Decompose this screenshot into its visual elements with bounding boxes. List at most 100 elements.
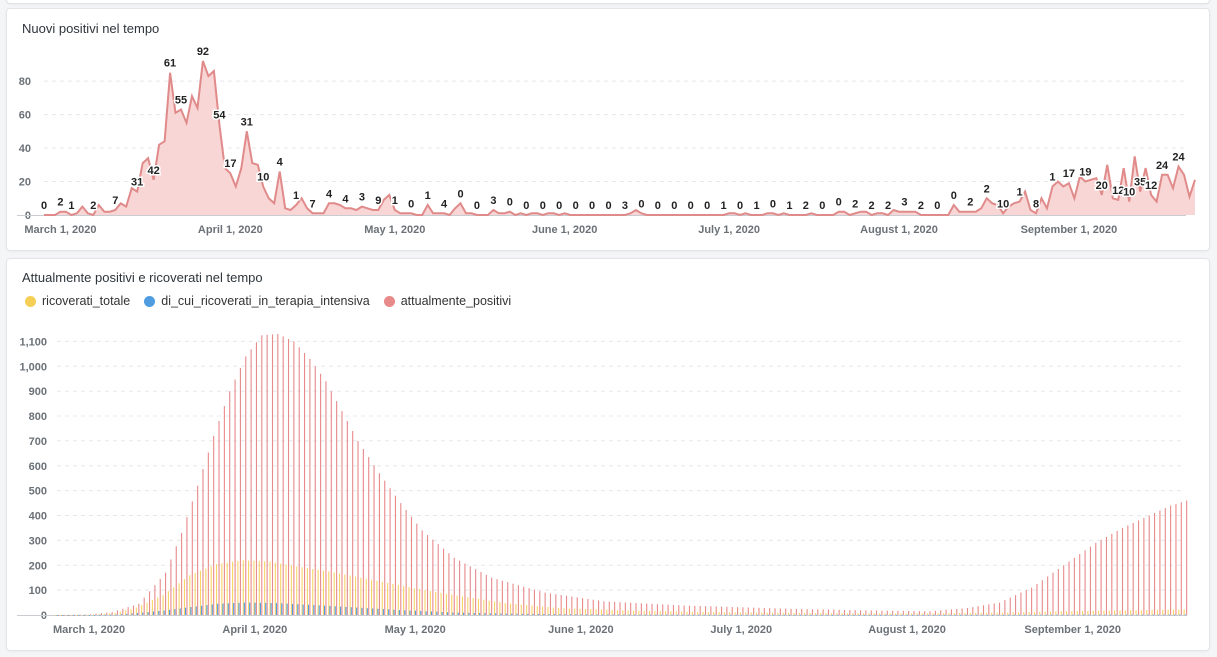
bar bbox=[638, 610, 640, 615]
bar bbox=[651, 603, 653, 615]
bar bbox=[297, 604, 299, 615]
bar bbox=[1098, 610, 1100, 615]
bar bbox=[865, 610, 867, 615]
bar bbox=[742, 607, 744, 615]
bar bbox=[468, 612, 470, 615]
data-label: 0 bbox=[638, 198, 644, 210]
bar bbox=[1170, 505, 1172, 615]
bar bbox=[1047, 576, 1049, 615]
data-label: 31 bbox=[131, 177, 143, 189]
bar bbox=[976, 614, 978, 616]
bar bbox=[1164, 508, 1166, 615]
bar bbox=[462, 612, 465, 615]
bar bbox=[120, 614, 122, 615]
bar bbox=[874, 614, 876, 616]
bar bbox=[646, 603, 648, 615]
legend-item-terapia-intensiva[interactable]: di_cui_ricoverati_in_terapia_intensiva bbox=[144, 294, 370, 308]
bar bbox=[1083, 614, 1085, 616]
bar bbox=[688, 605, 691, 615]
bar bbox=[558, 608, 560, 615]
bar bbox=[60, 614, 63, 616]
bar bbox=[527, 613, 529, 615]
bar bbox=[221, 563, 223, 615]
bar bbox=[870, 610, 872, 615]
data-label: 0 bbox=[540, 200, 546, 212]
bar bbox=[1020, 592, 1022, 615]
bar bbox=[1092, 610, 1094, 615]
bar bbox=[614, 601, 616, 615]
bar bbox=[747, 607, 749, 615]
bar bbox=[826, 614, 828, 616]
bar bbox=[84, 614, 86, 616]
bar bbox=[678, 605, 680, 615]
bar bbox=[1156, 609, 1158, 615]
bar bbox=[371, 579, 373, 615]
bar bbox=[213, 435, 215, 615]
bar bbox=[437, 544, 439, 615]
bar bbox=[868, 613, 870, 615]
bar bbox=[143, 597, 145, 615]
bar bbox=[900, 613, 902, 615]
legend-item-attualmente-positivi[interactable]: attualmente_positivi bbox=[383, 294, 511, 308]
bar bbox=[291, 603, 294, 615]
bar bbox=[698, 614, 700, 616]
bar bbox=[639, 614, 641, 616]
bar bbox=[456, 595, 458, 615]
bar bbox=[830, 613, 832, 615]
bar bbox=[1119, 610, 1121, 615]
bar bbox=[714, 614, 716, 616]
bar bbox=[1049, 611, 1052, 615]
chart-title[interactable]: Nuovi positivi nel tempo bbox=[22, 21, 160, 36]
bar bbox=[884, 613, 886, 615]
data-label: 10 bbox=[257, 172, 269, 184]
bar bbox=[687, 614, 689, 616]
data-label: 0 bbox=[704, 200, 710, 212]
bar bbox=[100, 613, 102, 615]
bar bbox=[1045, 614, 1047, 616]
bar bbox=[388, 609, 390, 615]
bar bbox=[542, 606, 544, 615]
bar bbox=[346, 421, 348, 615]
bar bbox=[104, 614, 106, 616]
bar bbox=[1103, 610, 1105, 615]
bar bbox=[328, 571, 330, 615]
bar bbox=[981, 614, 983, 616]
bar bbox=[280, 563, 282, 615]
bar bbox=[392, 583, 394, 615]
bar bbox=[206, 605, 208, 615]
bar bbox=[707, 612, 709, 615]
bar bbox=[836, 613, 838, 615]
bar bbox=[314, 366, 316, 615]
bar bbox=[218, 421, 220, 615]
bar bbox=[1105, 536, 1108, 615]
bar bbox=[215, 564, 218, 615]
bar bbox=[1057, 568, 1059, 615]
bar bbox=[1040, 614, 1042, 616]
bar bbox=[453, 557, 455, 615]
bar bbox=[1131, 614, 1133, 616]
legend-dot bbox=[25, 295, 36, 307]
data-label: 2 bbox=[918, 200, 924, 212]
bar bbox=[205, 568, 207, 615]
bar bbox=[782, 612, 784, 615]
bar bbox=[457, 612, 459, 615]
bar bbox=[758, 607, 760, 615]
bar bbox=[820, 613, 822, 615]
bar bbox=[544, 592, 546, 615]
bar bbox=[356, 607, 358, 615]
bar bbox=[302, 604, 304, 615]
legend-item-ricoverati-totale[interactable]: ricoverati_totale bbox=[25, 294, 130, 308]
chart-title[interactable]: Attualmente positivi e ricoverati nel te… bbox=[22, 270, 263, 285]
bar bbox=[960, 614, 962, 616]
bar bbox=[178, 583, 180, 615]
bar bbox=[894, 613, 897, 615]
bar bbox=[232, 561, 234, 615]
data-label: 55 bbox=[175, 95, 187, 107]
y-tick-label: 200 bbox=[29, 560, 47, 572]
data-label: 12 bbox=[1112, 185, 1124, 197]
bar bbox=[1052, 572, 1054, 615]
bar bbox=[496, 579, 498, 615]
bar bbox=[1088, 614, 1090, 616]
bar bbox=[349, 575, 351, 615]
bar bbox=[949, 614, 951, 616]
